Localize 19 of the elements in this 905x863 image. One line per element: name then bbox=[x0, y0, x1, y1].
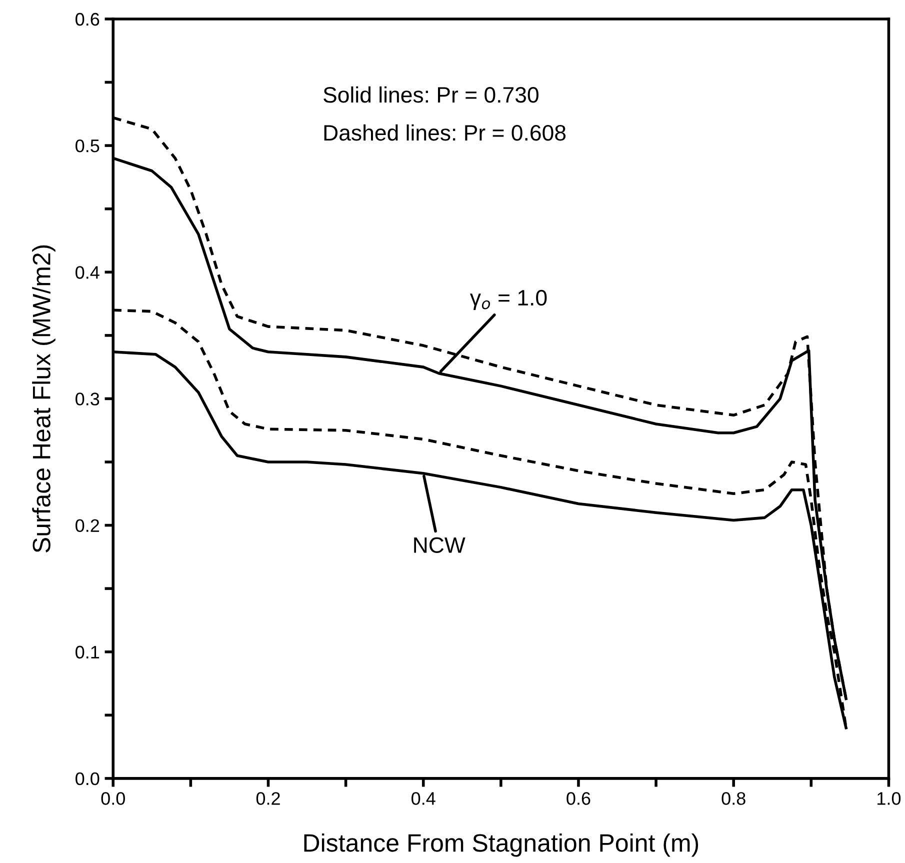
x-tick-label: 0.4 bbox=[412, 792, 436, 805]
x-axis-title: Distance From Stagnation Point (m) bbox=[304, 833, 698, 857]
y-tick-label: 0.6 bbox=[76, 12, 100, 26]
annotation: γ$_{o}$ = 1.0 bbox=[470, 290, 547, 310]
annotation: NCW bbox=[414, 537, 466, 553]
x-tick-label: 1.0 bbox=[878, 792, 901, 805]
annotation: Dashed lines: Pr = 0.608 bbox=[324, 124, 566, 141]
y-tick-label: 0.5 bbox=[76, 139, 100, 152]
x-tick-label: 0.2 bbox=[256, 792, 280, 805]
y-axis-title: Surface Heat Flux (MW/m2) bbox=[32, 245, 56, 552]
y-tick-label: 0.1 bbox=[76, 646, 100, 659]
y-tick-label: 0.4 bbox=[76, 266, 100, 279]
x-tick-label: 0.8 bbox=[722, 792, 746, 805]
x-tick-label: 0.6 bbox=[566, 792, 590, 805]
y-tick-label: 0.2 bbox=[76, 519, 100, 532]
annotation: Solid lines: Pr = 0.730 bbox=[324, 86, 538, 103]
y-tick-label: 0.3 bbox=[76, 392, 100, 406]
y-tick-label: 0.0 bbox=[76, 772, 100, 786]
x-tick-label: 0.0 bbox=[101, 792, 125, 805]
